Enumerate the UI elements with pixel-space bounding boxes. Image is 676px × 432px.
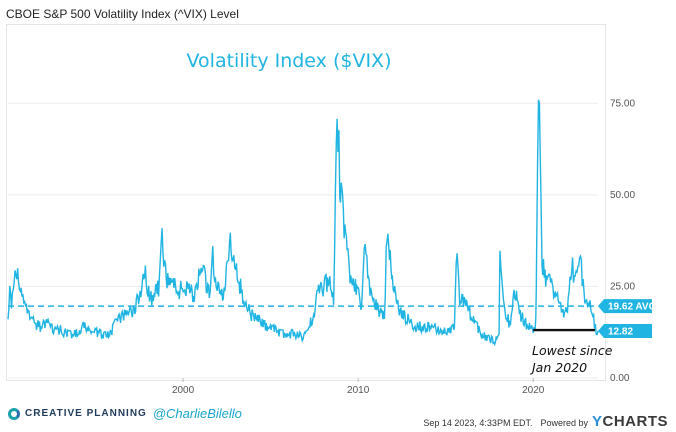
ycharts-logo[interactable]: YCHARTS <box>591 413 668 430</box>
avg-value-label-bg <box>598 299 652 314</box>
powered-by: Powered by <box>540 418 588 428</box>
x-tick-label-0: 2000 <box>172 385 195 396</box>
x-tick-label-2: 2020 <box>522 385 545 396</box>
y-tick-label-3: 75.00 <box>610 98 635 109</box>
avg-value-label: 19.62 AVG <box>608 302 657 313</box>
y-tick-label-1: 25.00 <box>610 281 635 292</box>
x-axis-ticks: 2000 2010 2020 <box>172 378 545 396</box>
footer-attribution: Sep 14 2023, 4:33PM EDT. Powered by YCHA… <box>423 413 668 430</box>
brand-text: CREATIVE PLANNING <box>25 408 147 419</box>
y-tick-label-0: 0.00 <box>610 373 630 384</box>
last-value-label: 12.82 <box>608 327 633 338</box>
chart-inner-title: Volatility Index ($VIX) <box>187 50 392 72</box>
twitter-handle[interactable]: @CharlieBilello <box>152 406 242 421</box>
plot-frame <box>6 24 606 381</box>
last-value-label-bg <box>598 324 652 339</box>
chart-header-title: CBOE S&P 500 Volatility Index (^VIX) Lev… <box>6 7 239 21</box>
x-tick-label-1: 2010 <box>347 385 370 396</box>
callout-text-line-1: Jan 2020 <box>529 360 587 375</box>
annotations-layer: 19.62 AVG 12.82 Lowest since Jan 2020 <box>8 299 657 375</box>
creative-planning-icon <box>8 407 20 420</box>
y-tick-label-2: 50.00 <box>610 190 635 201</box>
y-axis-ticks: 0.00 25.00 50.00 75.00 <box>610 98 635 384</box>
grid-layer <box>8 102 598 379</box>
vix-series-line <box>7 99 599 347</box>
creative-planning-logo: CREATIVE PLANNING @CharlieBilello <box>8 406 242 421</box>
timestamp: Sep 14 2023, 4:33PM EDT. <box>423 418 533 428</box>
callout-text-line-0: Lowest since <box>532 343 613 358</box>
